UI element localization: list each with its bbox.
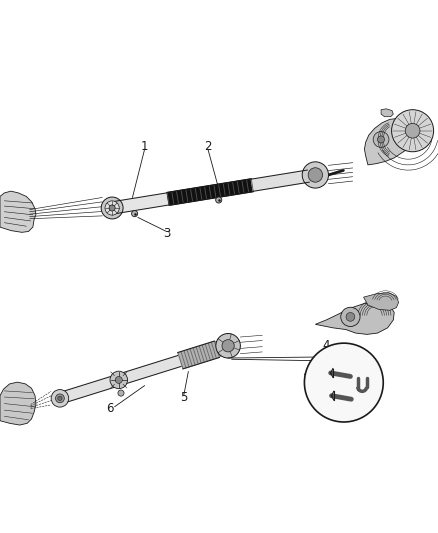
Polygon shape [0, 382, 36, 425]
Circle shape [110, 371, 127, 389]
Circle shape [131, 211, 138, 217]
Circle shape [378, 136, 385, 143]
Circle shape [346, 312, 355, 321]
Text: 5: 5 [180, 391, 187, 405]
Circle shape [302, 162, 328, 188]
Circle shape [304, 343, 383, 422]
Circle shape [392, 110, 434, 152]
Text: 2: 2 [204, 140, 212, 152]
Polygon shape [315, 302, 394, 334]
Polygon shape [364, 118, 415, 165]
Circle shape [216, 334, 240, 358]
Polygon shape [364, 293, 399, 310]
Text: 1: 1 [141, 140, 148, 152]
Circle shape [58, 396, 62, 400]
Circle shape [51, 390, 69, 407]
Polygon shape [251, 170, 309, 191]
Circle shape [308, 168, 322, 182]
Polygon shape [178, 341, 219, 369]
Circle shape [115, 376, 122, 383]
Circle shape [101, 197, 123, 219]
Polygon shape [167, 179, 253, 205]
Circle shape [109, 205, 115, 211]
Polygon shape [381, 109, 393, 117]
Text: 3: 3 [163, 227, 170, 240]
Circle shape [118, 390, 124, 396]
Circle shape [222, 340, 234, 352]
Polygon shape [111, 193, 169, 214]
Text: 4: 4 [322, 339, 330, 352]
Circle shape [215, 197, 222, 203]
Circle shape [373, 132, 389, 147]
Polygon shape [58, 355, 182, 404]
Polygon shape [0, 191, 36, 232]
Circle shape [56, 394, 64, 403]
Circle shape [341, 307, 360, 327]
Circle shape [105, 201, 119, 215]
Circle shape [405, 123, 420, 138]
Text: 6: 6 [106, 402, 113, 415]
Polygon shape [178, 338, 230, 368]
